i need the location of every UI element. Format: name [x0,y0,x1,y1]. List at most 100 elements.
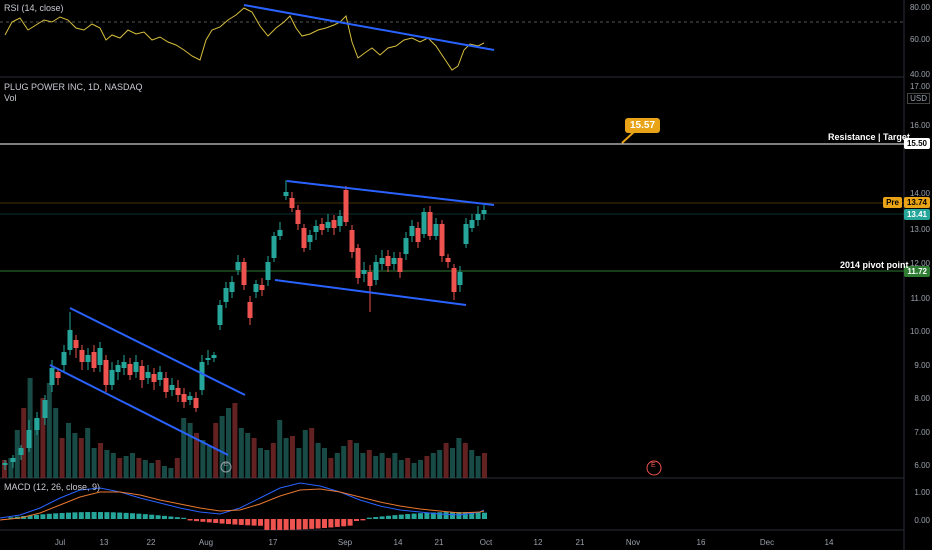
volume-bar [418,460,423,478]
macd-histogram-bar [8,517,14,519]
axis-6: 6.00 [914,461,930,470]
candle-body [115,365,121,372]
candle-body [235,262,241,270]
candle-body [445,258,451,262]
volume-bar [187,423,193,478]
macd-histogram-bar [373,517,379,519]
macd-histogram [2,512,487,530]
rsi-axis-60: 60.00 [909,35,930,44]
macd-histogram-bar [296,519,302,530]
axis-7: 7.00 [914,428,930,437]
candle-body [397,258,403,272]
candle-body [163,378,169,392]
macd-histogram-bar [85,512,91,519]
earnings-marker-small-label: E [224,462,229,468]
candle-body [181,394,187,402]
falling-channel-upper [69,307,246,396]
candle-body [295,210,301,224]
volume-legend[interactable]: Vol [4,93,17,103]
candle-body [97,348,103,365]
volume-bar [238,428,244,478]
volume-bar [174,458,180,478]
pivot-label: 2014 pivot point [840,260,909,270]
candle-body [475,214,481,220]
axis-12: 12.00 [909,259,930,268]
candle-body [2,463,8,465]
volume-bar [149,463,155,478]
macd-histogram-bar [27,515,33,519]
macd-histogram-bar [136,513,142,519]
macd-axis-0: 0.00 [914,516,930,525]
currency-label[interactable]: USD [907,93,930,104]
volume-bar [8,458,14,478]
macd-histogram-bar [456,512,462,519]
macd-histogram-bar [283,519,289,530]
candle-body [139,366,145,380]
candle-body [325,222,331,228]
macd-histogram-bar [174,517,180,519]
macd-histogram-bar [258,519,263,526]
macd-histogram-bar [59,512,65,519]
candle-body [199,362,205,390]
macd-histogram-bar [91,512,97,519]
candle-body [415,228,421,242]
volume-bar [334,453,340,478]
macd-legend[interactable]: MACD (12, 26, close, 9) [4,482,101,492]
candle-body [289,198,295,208]
candle-body [79,350,85,362]
candle-body [193,398,199,408]
candle-body [259,285,265,290]
macd-histogram-bar [462,512,468,519]
x-label-aug: Aug [198,538,214,547]
candle-body [109,370,115,385]
earnings-marker-small-icon[interactable] [220,461,232,473]
candle-body [403,238,409,254]
volume-bar [398,460,404,478]
candle-body [73,340,79,348]
candle-body [247,302,253,318]
candle-body [337,216,343,226]
rsi-line [4,7,485,71]
candle-body [229,282,235,292]
macd-histogram-bar [34,514,39,519]
macd-histogram-bar [142,514,148,519]
volume-bars [2,378,487,478]
earnings-marker-icon[interactable] [646,460,662,476]
flag-upper [286,180,495,206]
candle-body [385,256,391,266]
macd-histogram-bar [450,512,455,519]
flag-lower [274,279,467,306]
volume-bar [213,423,219,478]
rsi-legend[interactable]: RSI (14, close) [4,3,64,13]
macd-histogram-bar [430,512,436,519]
macd-histogram-bar [347,519,353,526]
volume-bar [245,433,251,478]
candle-body [421,212,427,234]
macd-histogram-bar [206,519,212,523]
macd-histogram-bar [302,519,308,530]
candle-body [265,262,271,280]
x-label-12: 12 [533,538,543,547]
axis-17: 17.00 [909,82,930,91]
macd-histogram-bar [200,519,206,522]
candle-body [373,262,379,280]
last-price-badge: 13.41 [903,209,930,220]
symbol-title[interactable]: PLUG POWER INC, 1D, NASDAQ [4,82,143,92]
candle-body [307,235,313,242]
target-callout[interactable]: 15.57 [625,118,661,133]
pre-price-badge: 13.74 [903,197,930,208]
volume-bar [469,450,475,478]
candle-body [211,355,217,358]
volume-bar [91,448,97,478]
macd-histogram-bar [232,519,238,525]
volume-bar [40,398,46,478]
volume-bar [206,446,212,478]
candle-body [313,226,319,232]
x-label-17: 17 [268,538,278,547]
macd-signal-line [0,488,485,521]
volume-bar [155,460,161,478]
macd-histogram-bar [411,513,417,519]
volume-bar [411,463,417,478]
candlesticks [2,180,487,470]
